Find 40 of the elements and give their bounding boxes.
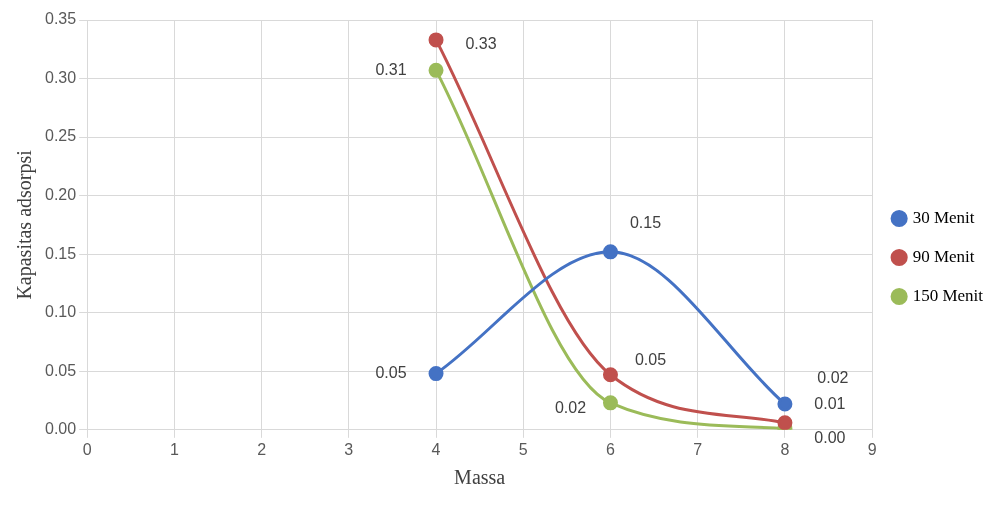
- x-tick-label: 7: [693, 440, 703, 458]
- point: [602, 367, 618, 383]
- y-tick-label: 0.05: [45, 361, 77, 379]
- x-tick-label: 0: [82, 440, 92, 458]
- x-tick-label: 8: [780, 440, 790, 458]
- point: [777, 396, 793, 412]
- point: [602, 244, 618, 260]
- y-tick-label: 0.35: [45, 10, 77, 28]
- data-label: 0.00: [814, 429, 846, 447]
- point: [777, 415, 793, 430]
- y-tick-label: 0.30: [45, 68, 77, 86]
- y-tick-label: 0.10: [45, 303, 77, 321]
- x-tick-label: 5: [518, 440, 528, 458]
- legend-label: 150 Menit: [912, 285, 984, 305]
- y-tick-label: 0.20: [45, 186, 77, 204]
- legend-label: 90 Menit: [912, 246, 975, 266]
- x-tick-label: 4: [431, 440, 441, 458]
- data-label: 0.01: [814, 395, 846, 413]
- data-label: 0.02: [554, 399, 587, 417]
- x-axis-title: Massa: [454, 466, 506, 489]
- point: [428, 366, 444, 382]
- x-tick-label: 3: [344, 440, 354, 458]
- y-axis-title: Kapasitas adsorpsi: [13, 149, 37, 300]
- x-tick-label: 6: [606, 440, 616, 458]
- data-label: 0.33: [465, 35, 497, 53]
- legend-label: 30 Menit: [912, 207, 975, 227]
- point: [428, 32, 444, 48]
- point: [428, 62, 444, 78]
- data-label: 0.05: [634, 351, 667, 369]
- y-tick-label: 0.15: [45, 244, 77, 262]
- y-tick-label: 0.25: [45, 127, 77, 145]
- data-label: 0.05: [375, 364, 407, 382]
- data-label: 0.15: [629, 214, 662, 232]
- x-tick-label: 9: [867, 440, 877, 458]
- y-tick-label: 0.00: [45, 420, 77, 438]
- x-tick-label: 2: [257, 440, 267, 458]
- data-label: 0.31: [375, 60, 407, 78]
- x-tick-label: 1: [169, 440, 179, 458]
- data-label: 0.02: [817, 369, 849, 387]
- point: [602, 395, 618, 411]
